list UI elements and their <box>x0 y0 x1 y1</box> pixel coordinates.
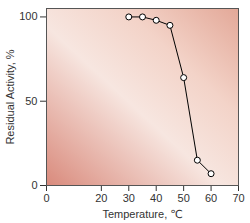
svg-text:50: 50 <box>178 192 190 204</box>
svg-text:Temperature, ℃: Temperature, ℃ <box>102 208 182 220</box>
svg-text:0: 0 <box>31 179 37 191</box>
svg-text:20: 20 <box>95 192 107 204</box>
svg-text:50: 50 <box>25 95 37 107</box>
svg-text:30: 30 <box>123 192 135 204</box>
svg-text:Residual Activity, %: Residual Activity, % <box>4 49 16 144</box>
svg-text:60: 60 <box>205 192 217 204</box>
svg-text:0: 0 <box>43 192 49 204</box>
svg-text:100: 100 <box>19 10 37 22</box>
svg-text:40: 40 <box>150 192 162 204</box>
svg-text:70: 70 <box>232 192 244 204</box>
